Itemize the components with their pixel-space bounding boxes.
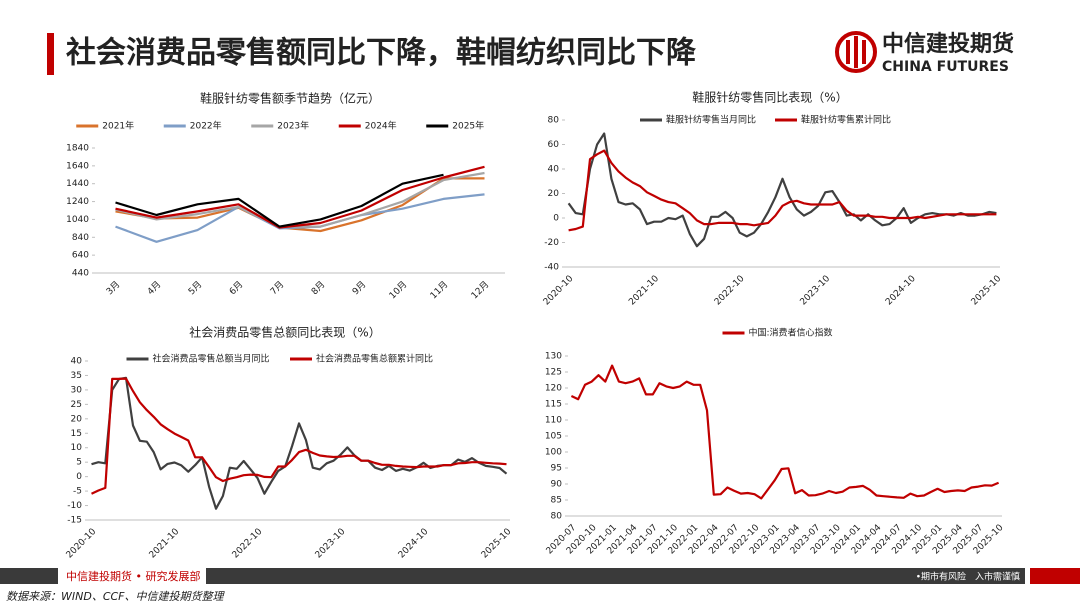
y-tick-label: 35 [71,371,82,381]
y-tick-label: 20 [71,414,83,424]
legend-label: 社会消费品零售总额累计同比 [316,353,433,365]
x-tick-label: 3月 [104,279,122,297]
y-tick-label: 125 [545,368,562,378]
y-tick-label: -40 [544,263,559,273]
y-tick-label: 1040 [66,215,89,225]
series-line [115,173,444,228]
footer-left-box [58,568,206,584]
x-tick-label: 2025-10 [480,527,514,561]
y-tick-label: 80 [548,116,560,126]
y-tick-label: 30 [71,385,83,395]
y-tick-label: 105 [545,432,562,442]
chart-title: 社会消费品零售总额同比表现（%） [189,325,380,340]
y-tick-label: 440 [72,269,89,279]
footer-right: •期市有风险 入市需谨慎 [916,571,1020,583]
slide-title: 社会消费品零售额同比下降，鞋帽纺织同比下降 [66,36,697,71]
source: 数据来源：WIND、CCF、中信建投期货整理 [6,590,226,603]
y-tick-label: 40 [548,165,560,175]
y-tick-label: -15 [67,516,82,526]
series-line [115,171,485,228]
y-tick-label: 90 [551,480,563,490]
series-line [568,149,997,232]
y-tick-label: -20 [544,238,559,248]
series-line [91,376,508,510]
y-tick-label: -10 [67,501,82,511]
x-tick-label: 2020-10 [65,527,99,561]
y-tick-label: 15 [71,429,82,439]
legend-label: 2022年 [190,120,222,132]
y-tick-label: 40 [71,357,83,367]
footer-red [1030,568,1080,584]
x-tick-label: 2024-10 [397,527,431,561]
legend-label: 鞋服针纺零售当月同比 [666,114,756,126]
legend-label: 中国:消费者信心指数 [749,327,833,339]
y-tick-label: 840 [72,233,89,243]
y-tick-label: 1840 [66,144,89,154]
title-bar [47,33,54,75]
y-tick-label: 1240 [66,197,89,207]
logo-en: CHINA FUTURES [882,59,1009,75]
y-tick-label: 1440 [66,179,89,189]
x-tick-label: 2021-10 [148,527,182,561]
logo-cn: 中信建投期货 [882,31,1014,57]
x-tick-label: 5月 [186,279,204,297]
y-tick-label: 1640 [66,161,89,171]
y-tick-label: 95 [551,464,562,474]
legend-label: 社会消费品零售总额当月同比 [153,353,270,365]
series-line [115,165,485,229]
x-tick-label: 2020-10 [542,274,576,308]
legend-label: 鞋服针纺零售累计同比 [801,114,891,126]
x-tick-label: 2021-10 [627,274,661,308]
x-tick-label: 2024-10 [884,274,918,308]
x-tick-label: 6月 [227,279,245,297]
chart-title: 鞋服针纺零售额季节趋势（亿元） [200,91,380,106]
y-tick-label: -5 [73,487,82,497]
legend-label: 2021年 [102,120,134,132]
series-line [570,364,1000,500]
chart-title: 鞋服针纺零售同比表现（%） [692,90,847,105]
y-tick-label: 85 [551,496,562,506]
y-tick-label: 5 [76,458,82,468]
y-tick-label: 25 [71,400,82,410]
y-tick-label: 20 [548,189,560,199]
x-tick-label: 4月 [145,279,163,297]
legend-label: 2024年 [365,120,397,132]
legend-label: 2025年 [452,120,484,132]
x-tick-label: 9月 [350,279,368,297]
footer-left: 中信建投期货 • 研究发展部 [66,569,200,583]
x-tick-label: 2023-10 [314,527,348,561]
x-tick-label: 8月 [309,279,327,297]
y-tick-label: 10 [71,443,83,453]
series-line [91,377,507,495]
y-tick-label: 100 [545,448,562,458]
x-tick-label: 2022-10 [713,274,747,308]
footer-bar [0,568,1025,584]
x-tick-label: 10月 [387,279,409,301]
x-tick-label: 7月 [268,279,286,297]
x-tick-label: 2023-10 [799,274,833,308]
y-tick-label: 0 [553,214,559,224]
y-tick-label: 640 [72,251,89,261]
logo: 中信建投期货 CHINA FUTURES [835,31,1014,75]
x-tick-label: 2025-10 [970,274,1004,308]
y-tick-label: 115 [545,400,562,410]
legend-label: 2023年 [277,120,309,132]
series-line [567,132,997,248]
y-tick-label: 60 [548,140,560,150]
x-tick-label: 11月 [428,279,450,301]
y-tick-label: 130 [545,352,562,362]
y-tick-label: 0 [76,472,82,482]
y-tick-label: 120 [545,384,562,394]
y-tick-label: 110 [545,416,562,426]
x-tick-label: 2022-10 [231,527,265,561]
x-tick-label: 12月 [469,279,491,301]
y-tick-label: 80 [551,512,563,522]
